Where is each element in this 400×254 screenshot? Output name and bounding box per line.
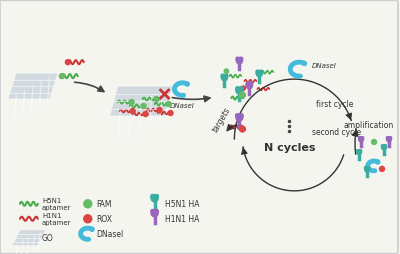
Circle shape — [240, 114, 243, 118]
Circle shape — [359, 137, 364, 142]
Circle shape — [221, 75, 228, 81]
Circle shape — [256, 71, 262, 77]
Text: H5N1 HA: H5N1 HA — [164, 199, 199, 209]
Circle shape — [168, 111, 173, 116]
Text: FAM: FAM — [96, 199, 111, 209]
Circle shape — [151, 210, 158, 217]
Circle shape — [239, 126, 245, 133]
Circle shape — [376, 160, 380, 164]
Circle shape — [236, 114, 239, 118]
Text: ROX: ROX — [96, 214, 112, 223]
Text: DNaseI: DNaseI — [170, 103, 195, 109]
Circle shape — [157, 108, 162, 113]
Circle shape — [236, 88, 243, 95]
Circle shape — [130, 109, 135, 114]
Circle shape — [236, 87, 239, 91]
Circle shape — [236, 58, 242, 65]
Text: H5N1
aptamer: H5N1 aptamer — [42, 198, 71, 211]
Circle shape — [367, 167, 370, 169]
Circle shape — [256, 71, 259, 74]
Text: H1N1 HA: H1N1 HA — [164, 214, 199, 223]
Circle shape — [240, 58, 243, 61]
Circle shape — [240, 87, 243, 91]
Circle shape — [239, 93, 245, 99]
Circle shape — [65, 60, 70, 65]
Circle shape — [129, 100, 134, 105]
Circle shape — [382, 145, 386, 150]
Circle shape — [84, 215, 92, 223]
Text: amplification: amplification — [344, 120, 394, 129]
Circle shape — [381, 145, 384, 148]
Circle shape — [358, 137, 361, 140]
Polygon shape — [8, 74, 58, 100]
Circle shape — [151, 210, 154, 213]
Circle shape — [356, 150, 359, 153]
Circle shape — [185, 83, 189, 87]
Circle shape — [151, 195, 154, 198]
Circle shape — [84, 200, 92, 208]
Circle shape — [59, 74, 64, 79]
Text: N cycles: N cycles — [264, 142, 315, 152]
Circle shape — [225, 75, 228, 78]
Text: GO: GO — [42, 233, 54, 242]
Text: targets: targets — [211, 105, 232, 134]
Circle shape — [386, 137, 389, 140]
Circle shape — [141, 104, 146, 109]
Circle shape — [357, 150, 362, 155]
Circle shape — [389, 137, 392, 140]
Text: first cycle: first cycle — [316, 99, 354, 108]
Circle shape — [246, 83, 249, 86]
Circle shape — [224, 70, 229, 74]
Circle shape — [166, 102, 171, 107]
Circle shape — [155, 195, 158, 198]
Text: second cycle: second cycle — [312, 128, 361, 137]
Circle shape — [380, 167, 384, 172]
Circle shape — [155, 210, 158, 213]
Circle shape — [236, 58, 239, 61]
Text: H1N1
aptamer: H1N1 aptamer — [42, 212, 71, 225]
Circle shape — [384, 145, 387, 148]
Circle shape — [221, 75, 224, 78]
Circle shape — [241, 87, 246, 91]
Circle shape — [260, 71, 263, 74]
Circle shape — [361, 137, 364, 140]
Circle shape — [302, 62, 306, 66]
Circle shape — [90, 227, 94, 231]
Circle shape — [250, 83, 253, 86]
Circle shape — [151, 195, 158, 202]
Circle shape — [236, 115, 243, 121]
Circle shape — [154, 97, 159, 102]
Circle shape — [143, 112, 148, 117]
Circle shape — [386, 137, 392, 142]
Circle shape — [246, 83, 252, 89]
Polygon shape — [110, 87, 172, 117]
Circle shape — [365, 167, 370, 172]
Circle shape — [359, 150, 362, 153]
Circle shape — [372, 140, 376, 145]
Circle shape — [364, 167, 367, 169]
Text: DNaseI: DNaseI — [312, 63, 337, 69]
Polygon shape — [12, 230, 46, 246]
Text: DNaseI: DNaseI — [96, 229, 123, 238]
